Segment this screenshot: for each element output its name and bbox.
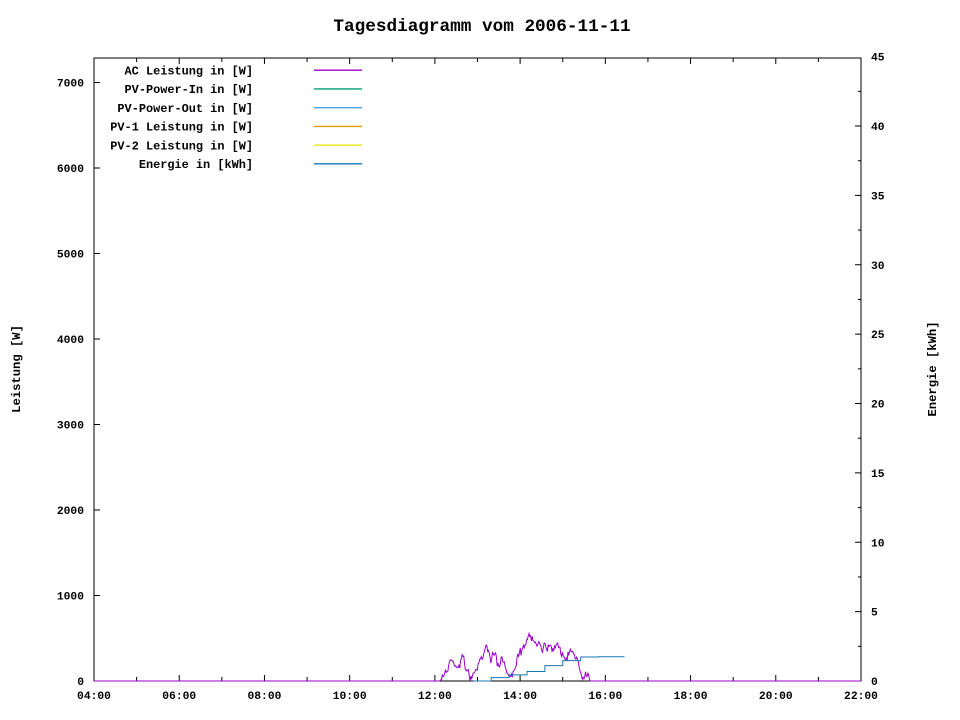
svg-text:6000: 6000 — [57, 164, 84, 176]
svg-text:5000: 5000 — [57, 250, 84, 262]
svg-text:PV-Power-In in [W]: PV-Power-In in [W] — [125, 83, 253, 97]
svg-text:10: 10 — [871, 538, 885, 550]
svg-text:7000: 7000 — [57, 79, 84, 91]
svg-text:2000: 2000 — [57, 506, 84, 518]
svg-text:0: 0 — [871, 677, 878, 689]
svg-text:PV-Power-Out in [W]: PV-Power-Out in [W] — [117, 102, 253, 116]
svg-text:18:00: 18:00 — [674, 691, 708, 703]
svg-text:PV-1 Leistung in [W]: PV-1 Leistung in [W] — [110, 121, 253, 135]
svg-text:PV-2 Leistung in [W]: PV-2 Leistung in [W] — [110, 139, 253, 153]
svg-text:Tagesdiagramm vom 2006-11-11: Tagesdiagramm vom 2006-11-11 — [333, 17, 630, 37]
svg-text:AC Leistung in [W]: AC Leistung in [W] — [125, 64, 253, 78]
svg-text:22:00: 22:00 — [844, 691, 878, 703]
svg-text:45: 45 — [871, 53, 885, 65]
svg-text:Leistung [W]: Leistung [W] — [10, 325, 24, 413]
svg-text:Energie in [kWh]: Energie in [kWh] — [139, 158, 253, 172]
svg-text:1000: 1000 — [57, 592, 84, 604]
svg-text:0: 0 — [77, 677, 84, 689]
svg-text:20:00: 20:00 — [759, 691, 793, 703]
svg-text:5: 5 — [871, 608, 878, 620]
svg-text:16:00: 16:00 — [588, 691, 622, 703]
svg-text:30: 30 — [871, 261, 885, 273]
svg-text:Energie [kWh]: Energie [kWh] — [926, 321, 940, 416]
svg-text:3000: 3000 — [57, 421, 84, 433]
svg-text:35: 35 — [871, 191, 885, 203]
svg-text:04:00: 04:00 — [77, 691, 111, 703]
svg-text:12:00: 12:00 — [418, 691, 452, 703]
svg-text:40: 40 — [871, 122, 885, 134]
svg-text:06:00: 06:00 — [162, 691, 196, 703]
svg-text:25: 25 — [871, 330, 885, 342]
svg-text:10:00: 10:00 — [333, 691, 367, 703]
svg-text:14:00: 14:00 — [503, 691, 537, 703]
svg-text:20: 20 — [871, 400, 885, 412]
svg-text:15: 15 — [871, 469, 885, 481]
svg-text:4000: 4000 — [57, 335, 84, 347]
svg-text:08:00: 08:00 — [247, 691, 281, 703]
